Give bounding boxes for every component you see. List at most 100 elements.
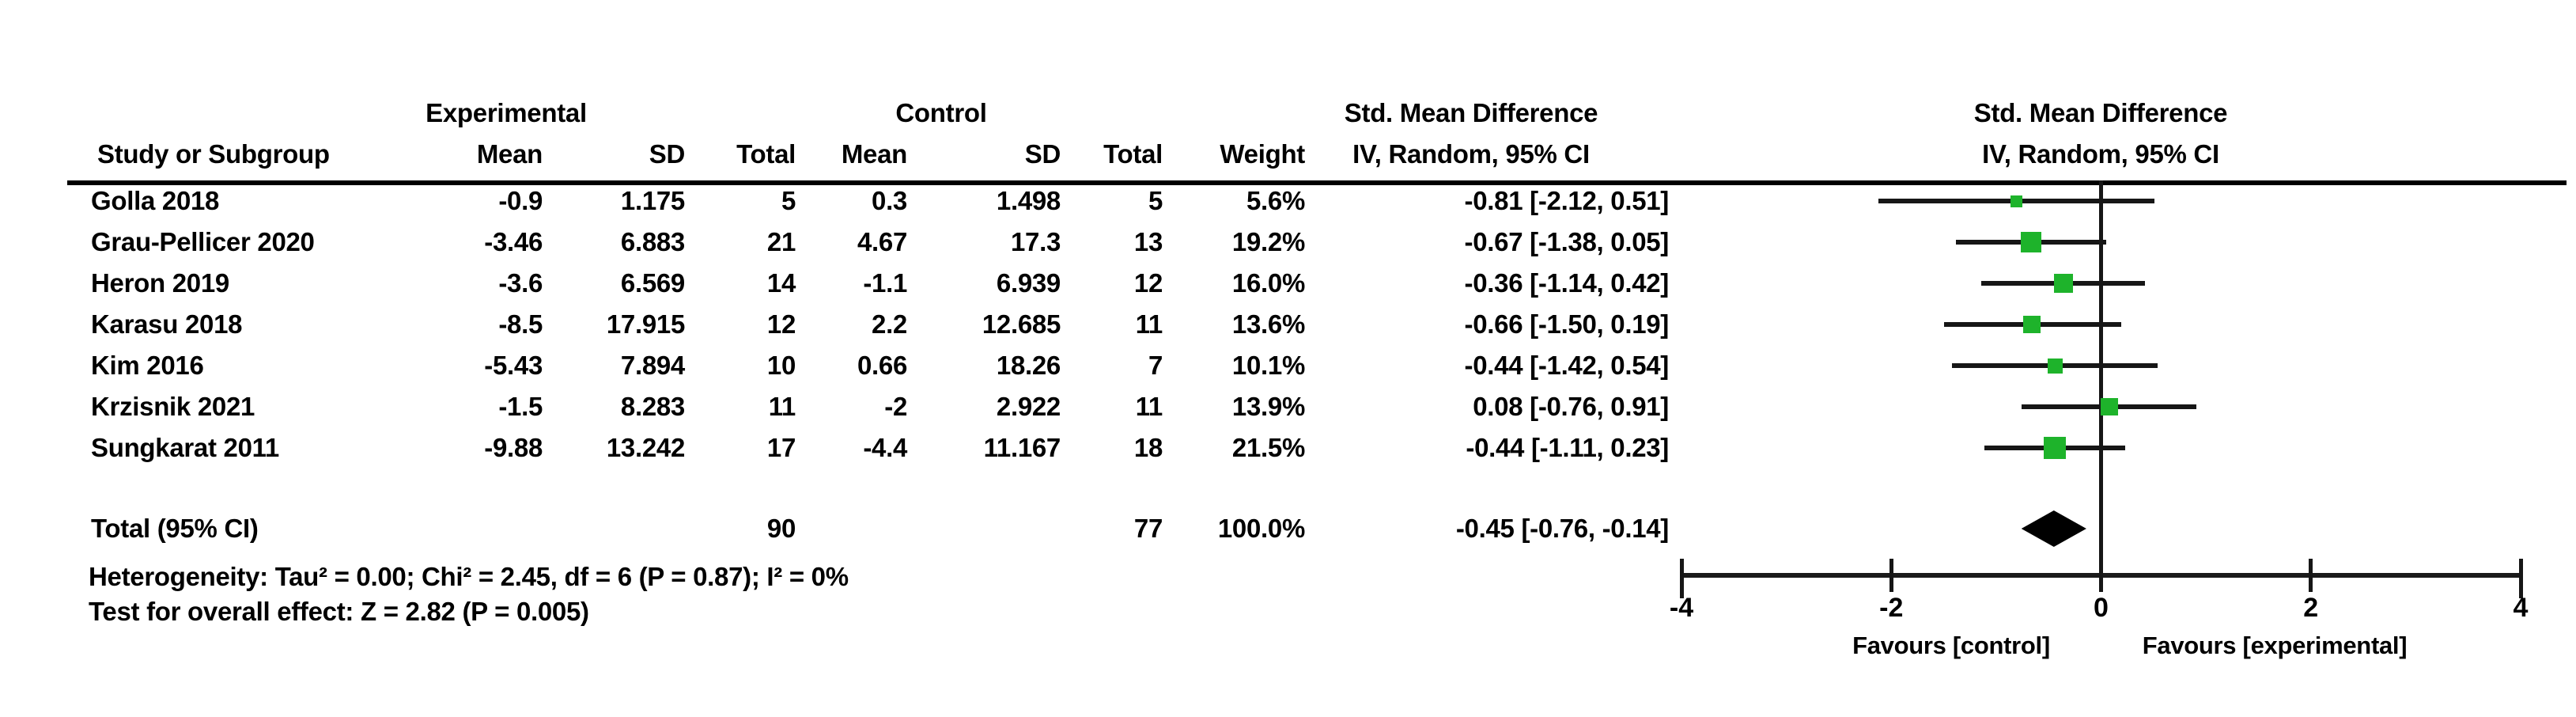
zero-line xyxy=(2099,180,2103,578)
axis-tick-label: -2 xyxy=(1879,593,1904,623)
cell-weight: 21.5% xyxy=(1231,433,1305,462)
study-name: Sungkarat 2011 xyxy=(91,433,279,462)
cell-exp-mean: -0.9 xyxy=(498,186,543,215)
effect-square xyxy=(2020,232,2041,252)
cell-ci-text: 0.08 [-0.76, 0.91] xyxy=(1473,392,1669,421)
cell-ctrl-total: 11 xyxy=(1135,392,1163,421)
cell-exp-sd: 7.894 xyxy=(620,351,685,380)
cell-ctrl-sd: 6.939 xyxy=(996,268,1061,298)
cell-exp-total: 11 xyxy=(768,392,796,421)
study-name: Grau-Pellicer 2020 xyxy=(91,227,315,256)
experimental-group-header: Experimental xyxy=(426,98,587,127)
cell-ctrl-sd: 18.26 xyxy=(996,351,1061,380)
cell-ctrl-total: 7 xyxy=(1148,351,1163,380)
effect-square xyxy=(2053,274,2073,293)
cell-exp-mean: -8.5 xyxy=(498,309,543,339)
cell-ctrl-sd: 17.3 xyxy=(1010,227,1061,256)
effect-square xyxy=(2044,437,2067,459)
cell-ctrl-sd: 1.498 xyxy=(996,186,1061,215)
cell-exp-total: 14 xyxy=(766,268,796,298)
cell-ci-text: -0.36 [-1.14, 0.42] xyxy=(1464,268,1670,298)
effect-square xyxy=(2022,316,2041,333)
cell-weight: 13.6% xyxy=(1231,309,1305,339)
ctrl-mean-column-header: Mean xyxy=(841,139,907,169)
cell-ctrl-sd: 12.685 xyxy=(982,309,1061,339)
axis-tick-label: 2 xyxy=(2303,593,2319,623)
cell-exp-total: 5 xyxy=(781,186,796,215)
cell-weight: 10.1% xyxy=(1231,351,1305,380)
cell-exp-mean: -9.88 xyxy=(484,433,543,462)
cell-ctrl-mean: 0.66 xyxy=(857,351,907,380)
cell-ctrl-total: 5 xyxy=(1148,186,1163,215)
effect-square xyxy=(2010,195,2022,207)
smd-column-header: Std. Mean Difference xyxy=(1344,98,1598,127)
cell-exp-sd: 17.915 xyxy=(606,309,685,339)
cell-ctrl-mean: -1.1 xyxy=(863,268,907,298)
cell-ci-text: -0.44 [-1.11, 0.23] xyxy=(1466,433,1669,462)
cell-ci-text: -0.44 [-1.42, 0.54] xyxy=(1464,351,1670,380)
iv-plot-header: IV, Random, 95% CI xyxy=(1982,139,2219,169)
study-name: Kim 2016 xyxy=(91,351,204,380)
axis-tick-label: 4 xyxy=(2513,593,2529,623)
exp-total-column-header: Total xyxy=(736,139,796,169)
cell-exp-sd: 1.175 xyxy=(620,186,685,215)
cell-weight: 19.2% xyxy=(1231,227,1305,256)
study-name: Heron 2019 xyxy=(91,268,229,298)
total-weight: 100.0% xyxy=(1217,514,1305,543)
heterogeneity-text: Heterogeneity: Tau² = 0.00; Chi² = 2.45,… xyxy=(89,562,849,591)
cell-ctrl-mean: -4.4 xyxy=(863,433,907,462)
cell-ctrl-total: 18 xyxy=(1133,433,1163,462)
study-column-header: Study or Subgroup xyxy=(97,139,330,169)
cell-ctrl-total: 11 xyxy=(1135,309,1163,339)
cell-exp-mean: -3.6 xyxy=(498,268,543,298)
total-ci-text: -0.45 [-0.76, -0.14] xyxy=(1455,514,1669,543)
smd-plot-header: Std. Mean Difference xyxy=(1973,98,2228,127)
cell-ctrl-total: 12 xyxy=(1133,268,1163,298)
cell-ctrl-mean: 2.2 xyxy=(872,309,907,339)
cell-exp-mean: -3.46 xyxy=(484,227,543,256)
cell-exp-total: 21 xyxy=(766,227,796,256)
study-name: Karasu 2018 xyxy=(91,309,243,339)
cell-ci-text: -0.66 [-1.50, 0.19] xyxy=(1464,309,1670,339)
axis-tick-label: 0 xyxy=(2094,593,2109,623)
axis-tick xyxy=(1679,559,1684,598)
cell-exp-total: 12 xyxy=(766,309,796,339)
iv-column-header: IV, Random, 95% CI xyxy=(1352,139,1590,169)
cell-exp-sd: 6.883 xyxy=(620,227,685,256)
cell-weight: 5.6% xyxy=(1246,186,1305,215)
cell-exp-sd: 8.283 xyxy=(620,392,685,421)
cell-weight: 16.0% xyxy=(1231,268,1305,298)
effect-square xyxy=(2047,358,2063,374)
total-exp-n: 90 xyxy=(766,514,796,543)
axis-tick xyxy=(2309,559,2313,592)
study-name: Golla 2018 xyxy=(91,186,220,215)
ctrl-sd-column-header: SD xyxy=(1024,139,1061,169)
cell-exp-sd: 6.569 xyxy=(620,268,685,298)
axis-tick-label: -4 xyxy=(1669,593,1694,623)
cell-exp-total: 17 xyxy=(766,433,796,462)
exp-sd-column-header: SD xyxy=(649,139,686,169)
cell-ci-text: -0.67 [-1.38, 0.05] xyxy=(1464,227,1670,256)
cell-ctrl-mean: 0.3 xyxy=(872,186,907,215)
cell-weight: 13.9% xyxy=(1231,392,1305,421)
control-group-header: Control xyxy=(895,98,987,127)
cell-exp-sd: 13.242 xyxy=(606,433,685,462)
cell-ctrl-total: 13 xyxy=(1133,227,1163,256)
cell-ctrl-mean: 4.67 xyxy=(857,227,907,256)
exp-mean-column-header: Mean xyxy=(476,139,543,169)
header-divider xyxy=(67,180,2567,185)
axis-tick xyxy=(2099,559,2103,592)
cell-ci-text: -0.81 [-2.12, 0.51] xyxy=(1464,186,1670,215)
study-name: Krzisnik 2021 xyxy=(91,392,255,421)
favours-experimental-label: Favours [experimental] xyxy=(2142,632,2408,659)
total-row-label: Total (95% CI) xyxy=(91,514,259,543)
ctrl-total-column-header: Total xyxy=(1103,139,1163,169)
cell-exp-mean: -1.5 xyxy=(498,392,543,421)
axis-tick xyxy=(1889,559,1893,592)
cell-exp-mean: -5.43 xyxy=(484,351,543,380)
cell-exp-total: 10 xyxy=(766,351,796,380)
favours-control-label: Favours [control] xyxy=(1852,632,2050,659)
cell-ctrl-mean: -2 xyxy=(884,392,907,421)
effect-square xyxy=(2101,398,2119,415)
